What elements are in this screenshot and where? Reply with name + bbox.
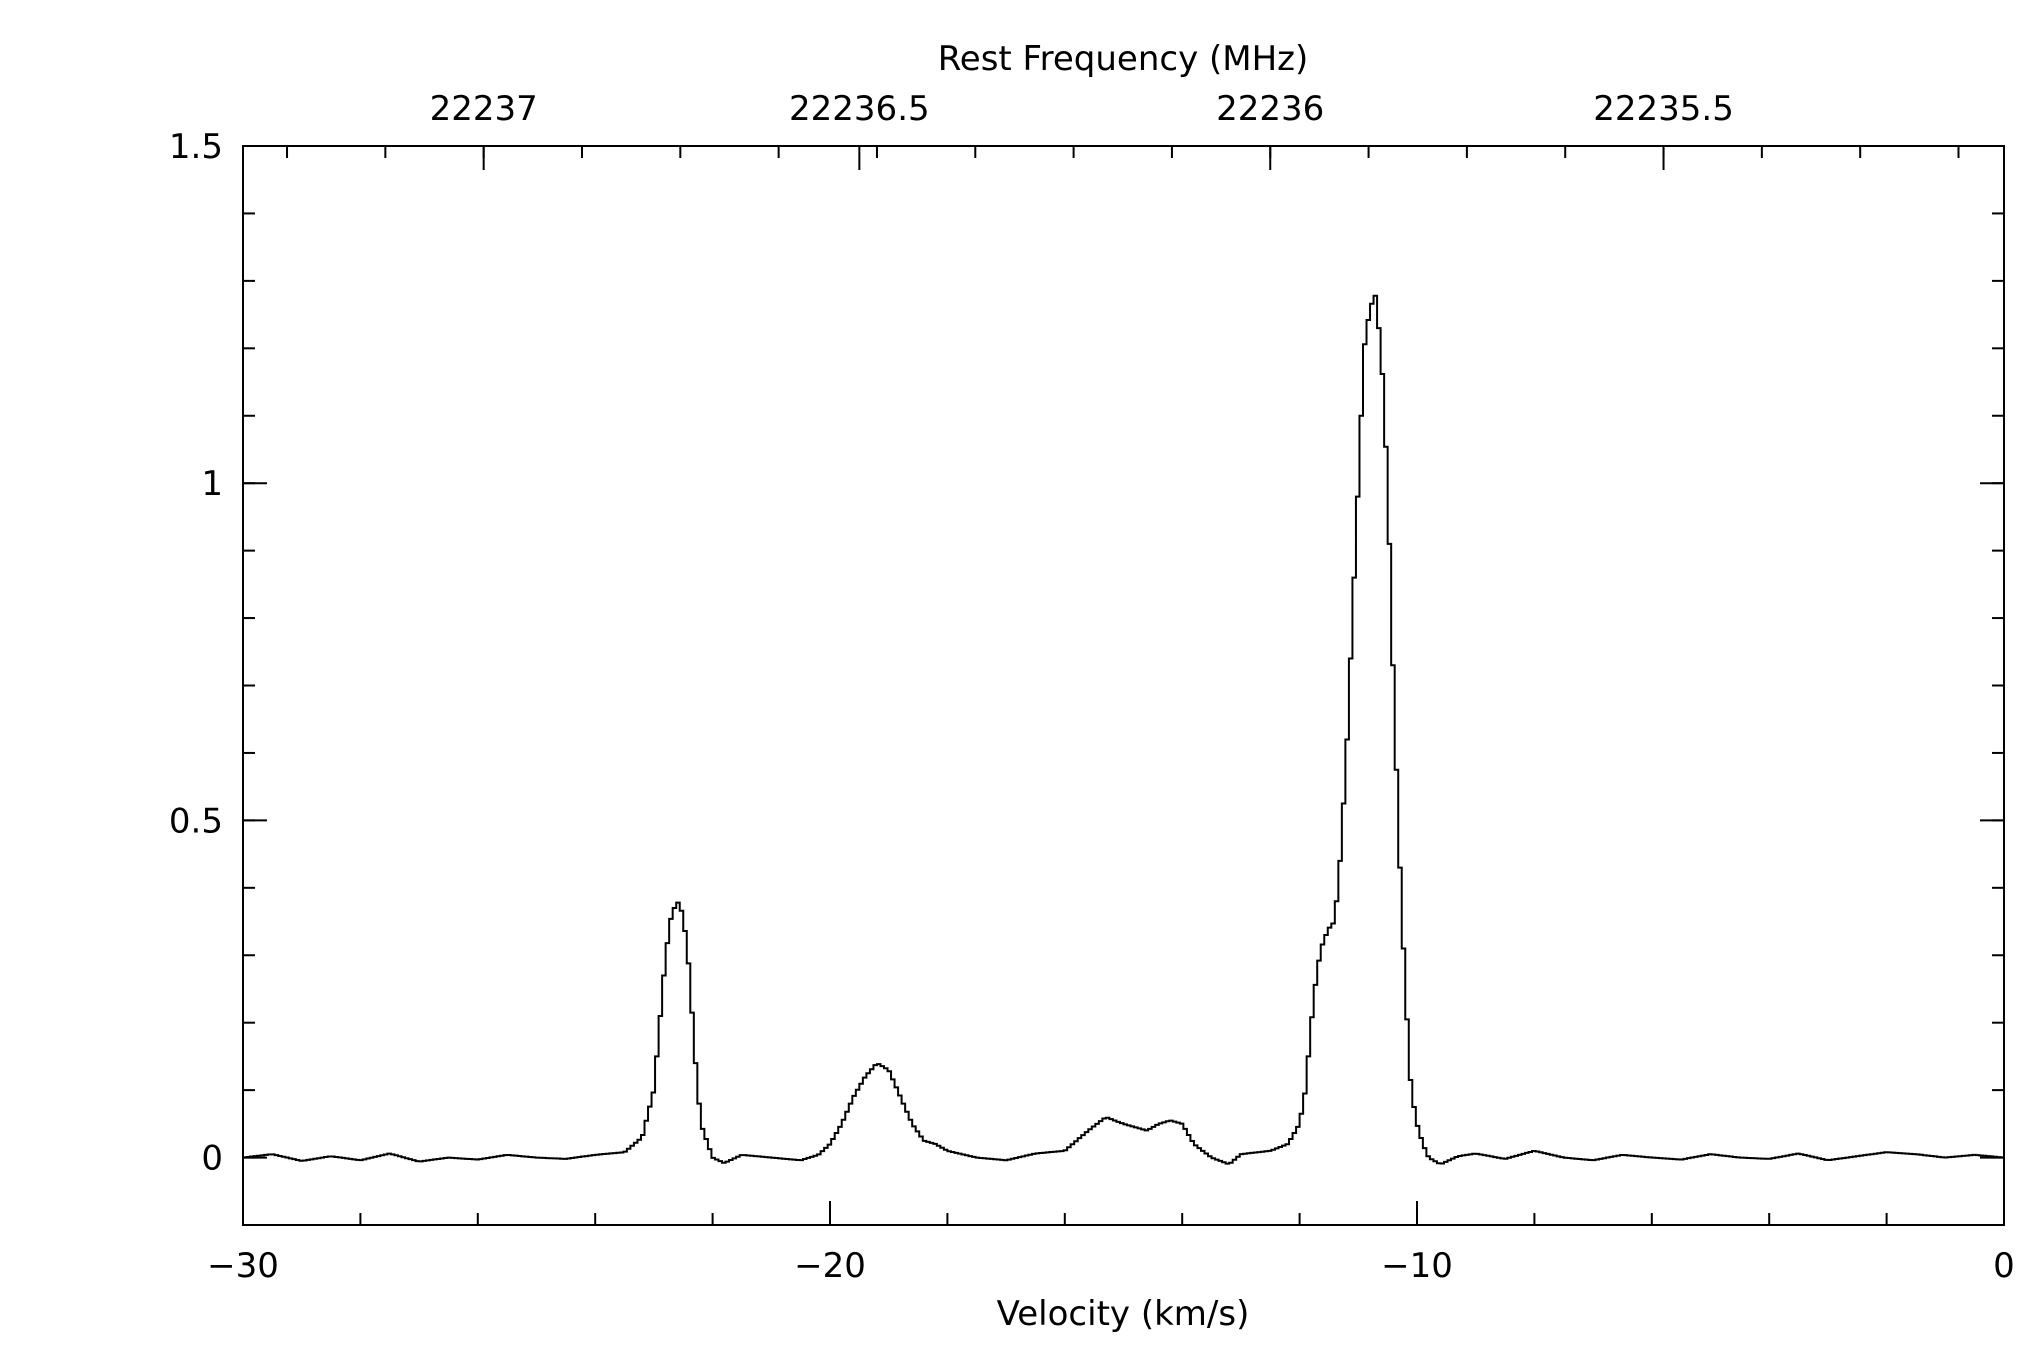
series-line — [243, 294, 2004, 1165]
x-axis-ticks: −30 −20 −10 0 — [207, 1201, 2015, 1286]
minor-ticks — [242, 212, 2005, 1226]
y-tick-label: 1.5 — [169, 127, 223, 167]
y-axis-ticks: 0 0.5 1 1.5 — [169, 127, 2004, 1179]
y-tick-label: 0 — [201, 1139, 223, 1179]
x-tick-label: −10 — [1381, 1246, 1453, 1286]
x-axis-title: Velocity (km/s) — [997, 1294, 1250, 1334]
frequency-tick-label: 22237 — [430, 89, 538, 129]
y-tick-label: 1 — [201, 464, 223, 504]
x-tick-label: −30 — [207, 1246, 279, 1286]
y-tick-label: 0.5 — [169, 801, 223, 841]
frequency-tick-label: 22235.5 — [1593, 89, 1734, 129]
frequency-tick-label: 22236 — [1216, 89, 1324, 129]
frequency-axis-ticks: 22237 22236.5 22236 22235.5 — [286, 89, 1960, 170]
x-tick-label: 0 — [1993, 1246, 2015, 1286]
frequency-tick-label: 22236.5 — [789, 89, 930, 129]
frequency-axis-title: Rest Frequency (MHz) — [938, 39, 1309, 79]
plot-frame — [242, 145, 2005, 1226]
x-tick-label: −20 — [794, 1246, 866, 1286]
